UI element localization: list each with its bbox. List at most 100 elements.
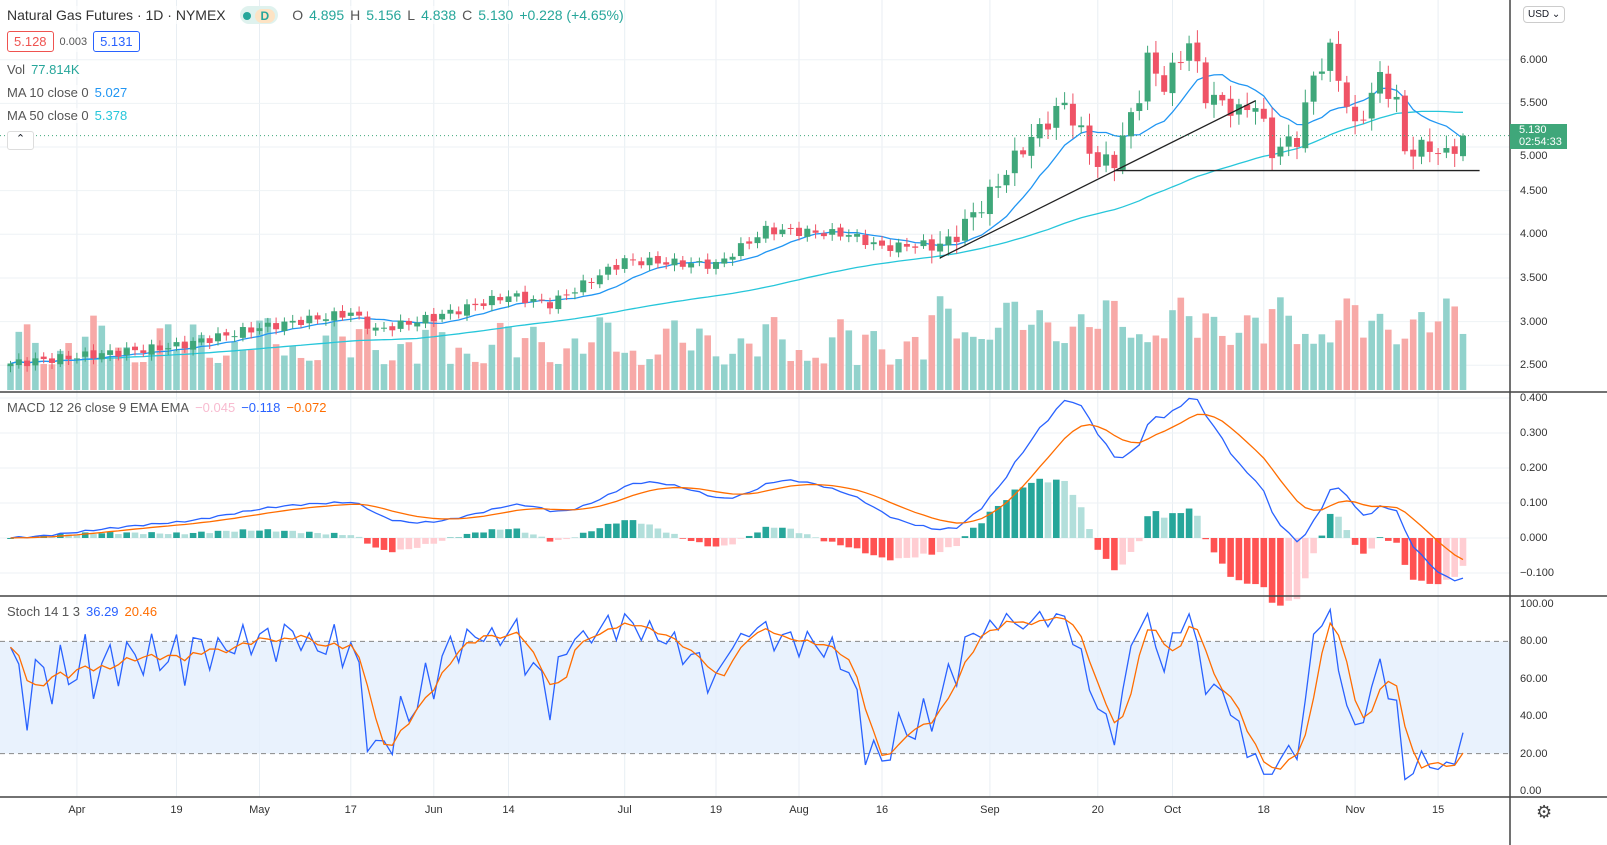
- macd-histogram-bar: [729, 538, 736, 545]
- time-label: 16: [875, 804, 889, 816]
- volume-bar: [920, 359, 927, 390]
- candle-body: [505, 296, 512, 303]
- candle-body: [995, 186, 1002, 188]
- macd-histogram-bar: [496, 529, 504, 538]
- macd-histogram-bar: [936, 538, 944, 553]
- stoch-tick: 100.00: [1520, 598, 1554, 610]
- volume-bar: [1451, 306, 1458, 390]
- candle-body: [746, 241, 753, 244]
- volume-bar: [895, 359, 902, 390]
- macd-legend[interactable]: MACD 12 26 close 9 EMA EMA −0.045 −0.118 −0…: [7, 400, 327, 415]
- volume-legend[interactable]: Vol 77.814K: [7, 62, 80, 77]
- candle-body: [779, 229, 786, 235]
- open-label: O: [292, 7, 304, 23]
- volume-bar: [355, 329, 363, 390]
- candle-body: [7, 363, 14, 367]
- volume-bar: [953, 338, 960, 390]
- candle-body: [140, 350, 147, 353]
- volume-bar: [380, 364, 388, 390]
- volume-bar: [579, 353, 587, 390]
- candle-body: [447, 309, 454, 314]
- sell-button[interactable]: 5.128: [7, 31, 54, 52]
- macd-histogram-bar: [231, 531, 238, 538]
- time-label: 17: [344, 804, 357, 816]
- macd-histogram-bar: [405, 538, 413, 550]
- candle-body: [472, 303, 479, 306]
- candle-body: [439, 313, 446, 320]
- currency-select[interactable]: USD ⌄: [1523, 6, 1566, 23]
- stoch-k-line: [9, 607, 1464, 781]
- candle-body: [671, 258, 678, 266]
- macd-histogram-bar: [206, 533, 213, 538]
- candle-body: [364, 316, 371, 329]
- buy-button[interactable]: 5.131: [93, 31, 140, 52]
- candle-body: [704, 259, 711, 269]
- candle-body: [215, 333, 221, 342]
- macd-histogram-bar: [1202, 538, 1209, 540]
- candle-body: [1094, 152, 1101, 167]
- candle-body: [663, 262, 670, 265]
- macd-histogram-bar: [563, 538, 570, 540]
- volume-bar: [970, 336, 977, 390]
- symbol-title[interactable]: Natural Gas Futures · 1D · NYMEX: [7, 7, 226, 23]
- macd-histogram-bar: [256, 530, 263, 538]
- macd-histogram-bar: [579, 532, 587, 538]
- candle-body: [1219, 94, 1226, 101]
- volume-bar: [40, 364, 47, 390]
- macd-histogram-bar: [1003, 500, 1010, 538]
- volume-bar: [654, 354, 662, 390]
- macd-histogram-bar: [1011, 489, 1019, 538]
- volume-bar: [1077, 314, 1085, 390]
- high-label: H: [350, 7, 361, 23]
- volume-bar: [389, 360, 396, 390]
- volume-bar: [447, 363, 454, 390]
- candle-body: [812, 230, 819, 233]
- stoch-legend[interactable]: Stoch 14 1 3 36.29 20.46: [7, 604, 158, 619]
- macd-histogram-bar: [820, 538, 828, 542]
- candle-body: [1152, 52, 1159, 74]
- ma50-legend[interactable]: MA 50 close 0 5.378: [7, 108, 128, 123]
- macd-label: MACD 12 26 close 9 EMA EMA: [7, 400, 190, 415]
- gear-icon[interactable]: ⚙: [1536, 802, 1553, 822]
- macd-histogram-bar: [1426, 538, 1434, 584]
- collapse-legend-button[interactable]: ⌃: [7, 131, 34, 150]
- volume-bar: [571, 338, 579, 390]
- macd-tick: 0.200: [1520, 462, 1548, 474]
- volume-bar: [256, 320, 263, 390]
- volume-bar: [364, 329, 371, 390]
- volume-bar: [604, 322, 612, 390]
- chevron-up-icon: ⌃: [15, 133, 26, 145]
- macd-histogram-bar: [1235, 538, 1243, 581]
- volume-bar: [1119, 326, 1126, 390]
- volume-bar: [812, 357, 819, 390]
- volume-bar: [247, 349, 255, 390]
- macd-histogram-bar: [1127, 538, 1135, 552]
- macd-histogram-bar: [1169, 513, 1176, 538]
- macd-histogram-bar: [687, 538, 695, 542]
- currency-label: USD: [1528, 9, 1550, 20]
- ma10-legend[interactable]: MA 10 close 0 5.027: [7, 85, 128, 100]
- macd-histogram-bar: [754, 532, 761, 538]
- macd-histogram-bar: [646, 524, 653, 538]
- macd-histogram-bar: [513, 528, 521, 538]
- candle-body: [1277, 146, 1284, 157]
- volume-bar: [148, 351, 155, 390]
- macd-histogram-bar: [638, 523, 645, 538]
- volume-bar: [1243, 315, 1251, 390]
- price-tick: 4.500: [1520, 184, 1548, 197]
- macd-histogram-bar: [422, 538, 429, 544]
- macd-histogram-bar: [181, 534, 189, 538]
- volume-bar: [887, 364, 894, 390]
- macd-histogram-bar: [1343, 530, 1351, 538]
- candle-body: [845, 235, 852, 237]
- time-label: 15: [1431, 804, 1445, 816]
- low-label: L: [407, 7, 416, 23]
- candle-body: [1260, 108, 1267, 119]
- candle-body: [1244, 104, 1251, 111]
- close-value: 5.130: [478, 7, 514, 23]
- macd-histogram-bar: [131, 532, 139, 538]
- volume-bar: [505, 326, 512, 390]
- candle-body: [737, 243, 744, 257]
- macd-histogram-bar: [1210, 538, 1218, 553]
